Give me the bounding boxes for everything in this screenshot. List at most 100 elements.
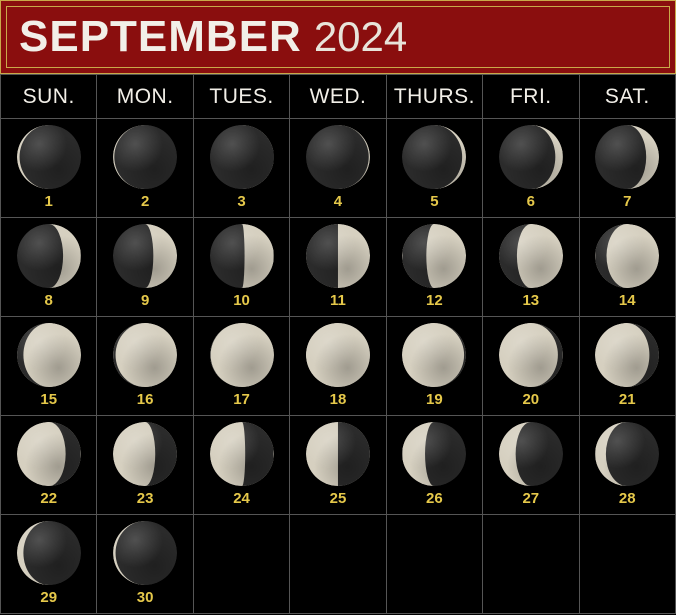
moon-phase-icon [113, 224, 177, 288]
moon-phase-icon [210, 224, 274, 288]
moon-wrap [387, 422, 482, 486]
day-cell: 28 [579, 416, 675, 515]
day-cell: 3 [193, 119, 289, 218]
moon-wrap [387, 224, 482, 288]
moon-phase-icon [113, 422, 177, 486]
moon-wrap [290, 125, 385, 189]
weekday-header-row: SUN.MON.TUES.WED.THURS.FRI.SAT. [1, 75, 676, 119]
day-cell: 30 [97, 515, 193, 614]
weekday-header: SUN. [1, 75, 97, 119]
day-number: 8 [1, 292, 96, 309]
moon-wrap [580, 224, 675, 288]
day-number: 3 [194, 193, 289, 210]
moon-phase-icon [17, 422, 81, 486]
moon-wrap [97, 224, 192, 288]
calendar-row: 891011121314 [1, 218, 676, 317]
moon-phase-icon [402, 224, 466, 288]
day-cell: 5 [386, 119, 482, 218]
day-cell: 13 [483, 218, 579, 317]
moon-phase-icon [17, 125, 81, 189]
day-cell: 29 [1, 515, 97, 614]
day-number: 16 [97, 391, 192, 408]
moon-wrap [580, 125, 675, 189]
moon-phase-icon [17, 224, 81, 288]
empty-cell [483, 515, 579, 614]
moon-wrap [580, 422, 675, 486]
moon-wrap [97, 125, 192, 189]
moon-phase-icon [595, 323, 659, 387]
day-number: 13 [483, 292, 578, 309]
moon-phase-icon [113, 323, 177, 387]
moon-wrap [1, 521, 96, 585]
day-number: 20 [483, 391, 578, 408]
moon-wrap [1, 224, 96, 288]
calendar-body: 12 34567 891011121314 15161718 1 9 2021 222324 2… [1, 119, 676, 614]
day-cell: 9 [97, 218, 193, 317]
day-cell: 7 [579, 119, 675, 218]
moon-wrap [290, 224, 385, 288]
empty-cell [386, 515, 482, 614]
day-number: 18 [290, 391, 385, 408]
moon-wrap [194, 224, 289, 288]
day-cell: 18 [290, 317, 386, 416]
empty-cell [193, 515, 289, 614]
day-cell: 14 [579, 218, 675, 317]
moon-wrap [194, 323, 289, 387]
day-cell: 4 [290, 119, 386, 218]
day-cell: 15 [1, 317, 97, 416]
empty-cell [579, 515, 675, 614]
moon-wrap [97, 521, 192, 585]
day-number: 14 [580, 292, 675, 309]
moon-wrap [290, 422, 385, 486]
moon-phase-icon [402, 125, 466, 189]
day-number: 12 [387, 292, 482, 309]
moon-phase-icon [306, 323, 370, 387]
moon-wrap [1, 422, 96, 486]
day-number: 11 [290, 292, 385, 309]
day-cell: 21 [579, 317, 675, 416]
day-number: 9 [97, 292, 192, 309]
day-number: 15 [1, 391, 96, 408]
day-number: 17 [194, 391, 289, 408]
day-cell: 24 [193, 416, 289, 515]
day-cell: 23 [97, 416, 193, 515]
weekday-header: TUES. [193, 75, 289, 119]
day-number: 2 [97, 193, 192, 210]
moon-phase-icon [17, 521, 81, 585]
moon-phase-icon [402, 422, 466, 486]
moon-wrap [1, 323, 96, 387]
moon-wrap [97, 323, 192, 387]
moon-wrap [194, 422, 289, 486]
day-number: 7 [580, 193, 675, 210]
day-number: 27 [483, 490, 578, 507]
moon-wrap [1, 125, 96, 189]
moon-wrap [387, 125, 482, 189]
calendar-row: 2930 [1, 515, 676, 614]
year-label: 2024 [314, 13, 407, 61]
moon-phase-icon [499, 125, 563, 189]
weekday-header: SAT. [579, 75, 675, 119]
moon-wrap [580, 323, 675, 387]
moon-phase-icon [499, 224, 563, 288]
day-cell: 1 [1, 119, 97, 218]
moon-phase-icon [113, 521, 177, 585]
moon-phase-icon [595, 422, 659, 486]
day-cell: 12 [386, 218, 482, 317]
moon-wrap [483, 323, 578, 387]
month-label: SEPTEMBER [19, 12, 302, 62]
moon-phase-icon [210, 323, 274, 387]
day-number: 24 [194, 490, 289, 507]
weekday-header: FRI. [483, 75, 579, 119]
calendar-header: SEPTEMBER 2024 [0, 0, 676, 74]
moon-phase-icon [306, 224, 370, 288]
day-cell: 6 [483, 119, 579, 218]
moon-wrap [194, 125, 289, 189]
day-number: 23 [97, 490, 192, 507]
empty-cell [290, 515, 386, 614]
moon-phase-icon [306, 125, 370, 189]
moon-phase-icon [306, 422, 370, 486]
moon-phase-icon [499, 323, 563, 387]
day-cell: 20 [483, 317, 579, 416]
weekday-header: WED. [290, 75, 386, 119]
day-number: 22 [1, 490, 96, 507]
